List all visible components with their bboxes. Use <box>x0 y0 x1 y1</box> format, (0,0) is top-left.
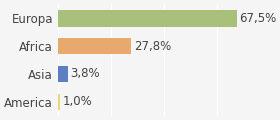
Text: 3,8%: 3,8% <box>71 67 100 80</box>
Bar <box>58 93 60 110</box>
Bar <box>58 38 131 54</box>
Text: 1,0%: 1,0% <box>63 95 93 108</box>
Text: 67,5%: 67,5% <box>239 12 277 25</box>
Text: 27,8%: 27,8% <box>134 40 171 53</box>
Bar <box>58 10 237 27</box>
Bar <box>58 66 68 82</box>
